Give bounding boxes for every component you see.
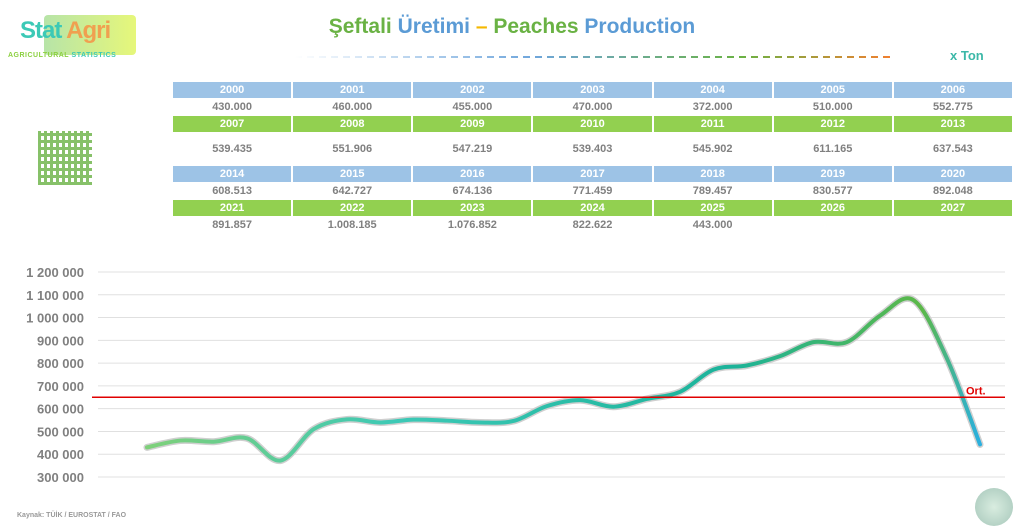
year-cell: 2008 bbox=[293, 116, 412, 132]
value-row: 608.513 642.727 674.136 771.459 789.457 830.5… bbox=[173, 182, 1012, 200]
value-cell: 539.403 bbox=[572, 143, 613, 155]
value-cell: 552.775 bbox=[933, 101, 973, 113]
value-cell: 771.459 bbox=[572, 185, 613, 197]
value-cell: 510.000 bbox=[812, 101, 853, 113]
value-row: 539.435 551.906 547.219 539.403 545.902 611.1… bbox=[173, 132, 1012, 166]
year-row: 2007 2008 2009 2010 2011 2012 2013 bbox=[173, 116, 1012, 132]
value-cell: 545.902 bbox=[692, 143, 733, 155]
year-cell: 2026 bbox=[773, 200, 892, 216]
y-tick-label: 600 000 bbox=[37, 402, 84, 417]
year-cell: 2014 bbox=[173, 166, 292, 182]
value-cell: 642.727 bbox=[332, 185, 373, 197]
year-cell: 2011 bbox=[653, 116, 772, 132]
title-part1: Şeftali bbox=[328, 15, 392, 38]
logo-text-agri: Agri bbox=[66, 17, 111, 44]
value-cell: 608.513 bbox=[212, 185, 252, 197]
year-cell: 2024 bbox=[533, 200, 652, 216]
value-cell: 372.000 bbox=[692, 101, 733, 113]
year-row: 2000 2001 2002 2003 2004 2005 2006 bbox=[173, 82, 1012, 98]
year-cell: 2019 bbox=[773, 166, 892, 182]
year-cell: 2007 bbox=[173, 116, 292, 132]
value-cell: 891.857 bbox=[212, 219, 252, 231]
value-cell: 539.435 bbox=[212, 143, 252, 155]
year-cell: 2010 bbox=[533, 116, 652, 132]
logo-sub1: AGRICULTURAL bbox=[8, 52, 70, 59]
farm-landscape-icon bbox=[975, 488, 1013, 526]
value-row: 430.000 460.000 455.000 470.000 372.000 510.0… bbox=[173, 98, 1012, 116]
y-tick-label: 1 100 000 bbox=[26, 288, 84, 303]
value-cell: 674.136 bbox=[452, 185, 493, 197]
y-tick-label: 500 000 bbox=[37, 424, 84, 439]
value-cell: 470.000 bbox=[572, 101, 613, 113]
value-cell: 443.000 bbox=[692, 219, 733, 231]
value-cell: 547.219 bbox=[452, 143, 493, 155]
y-tick-label: 1 200 000 bbox=[26, 265, 84, 280]
value-cell: 830.577 bbox=[812, 185, 853, 197]
year-cell: 2002 bbox=[413, 82, 532, 98]
qr-code[interactable] bbox=[38, 131, 92, 185]
year-cell: 2005 bbox=[773, 82, 892, 98]
source-note: Kaynak: TÜİK / EUROSTAT / FAO bbox=[17, 512, 127, 519]
year-cell: 2021 bbox=[173, 200, 292, 216]
y-tick-label: 400 000 bbox=[37, 447, 84, 462]
year-cell: 2001 bbox=[293, 82, 412, 98]
page-title: Şeftali Üretimi – Peaches Production bbox=[0, 15, 1024, 39]
unit-label: x Ton bbox=[950, 48, 984, 63]
series-line bbox=[145, 296, 982, 463]
value-row: 891.857 1.008.185 1.076.852 822.622 443.000 bbox=[173, 216, 1012, 234]
value-cell: 822.622 bbox=[572, 219, 613, 231]
year-cell: 2012 bbox=[773, 116, 892, 132]
title-part3: Peaches bbox=[493, 15, 579, 38]
value-cell: 1.076.852 bbox=[447, 219, 497, 231]
logo-sub2: STATISTICS bbox=[71, 52, 117, 59]
title-part4: Production bbox=[584, 15, 696, 38]
value-cell: 455.000 bbox=[452, 101, 493, 113]
year-cell: 2006 bbox=[893, 82, 1012, 98]
y-tick-label: 700 000 bbox=[37, 379, 84, 394]
year-cell: 2013 bbox=[893, 116, 1012, 132]
logo-text-stat: Stat bbox=[20, 17, 62, 44]
year-cell: 2017 bbox=[533, 166, 652, 182]
value-cell: 611.165 bbox=[813, 143, 853, 155]
value-cell: 789.457 bbox=[692, 185, 733, 197]
value-cell: 892.048 bbox=[933, 185, 973, 197]
series-line-outline bbox=[143, 294, 984, 465]
year-cell: 2004 bbox=[653, 82, 772, 98]
year-cell: 2022 bbox=[293, 200, 412, 216]
title-dash: – bbox=[475, 15, 488, 38]
year-row: 2021 2022 2023 2024 2025 2026 2027 bbox=[173, 200, 1012, 216]
year-cell: 2023 bbox=[413, 200, 532, 216]
statagri-logo: Stat Agri AGRICULTURAL STATISTICS bbox=[8, 12, 136, 62]
year-cell: 2025 bbox=[653, 200, 772, 216]
value-cell: 460.000 bbox=[332, 101, 373, 113]
data-table: 2000 2001 2002 2003 2004 2005 2006 430.000 460.0… bbox=[171, 82, 1014, 234]
value-cell: 430.000 bbox=[212, 101, 252, 113]
year-row: 2014 2015 2016 2017 2018 2019 2020 bbox=[173, 166, 1012, 182]
title-divider bbox=[295, 56, 890, 58]
average-label: Ort. bbox=[966, 385, 986, 397]
year-cell: 2015 bbox=[293, 166, 412, 182]
y-tick-label: 300 000 bbox=[37, 470, 84, 485]
year-cell: 2000 bbox=[173, 82, 292, 98]
year-cell: 2003 bbox=[533, 82, 652, 98]
year-cell: 2018 bbox=[653, 166, 772, 182]
year-cell: 2016 bbox=[413, 166, 532, 182]
y-tick-label: 1 000 000 bbox=[26, 311, 84, 326]
year-cell: 2009 bbox=[413, 116, 532, 132]
y-tick-label: 900 000 bbox=[37, 333, 84, 348]
y-tick-label: 800 000 bbox=[37, 356, 84, 371]
value-cell: 1.008.185 bbox=[327, 219, 377, 231]
value-cell: 551.906 bbox=[332, 143, 373, 155]
year-cell: 2027 bbox=[893, 200, 1012, 216]
value-cell: 637.543 bbox=[933, 143, 973, 155]
year-cell: 2020 bbox=[893, 166, 1012, 182]
title-part2: Üretimi bbox=[397, 15, 470, 38]
